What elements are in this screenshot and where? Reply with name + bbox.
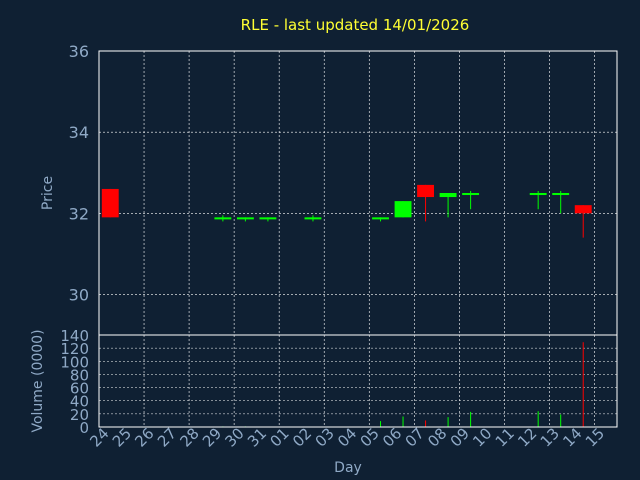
- price-y-ticks: 30 32 34 36: [69, 42, 89, 304]
- volume-tick-label: 20: [70, 406, 89, 424]
- candle-body: [372, 217, 389, 220]
- volume-tick-label: 0: [79, 419, 89, 437]
- chart-title: RLE - last updated 14/01/2026: [241, 16, 470, 34]
- price-tick-label: 32: [69, 204, 89, 223]
- x-axis-ticks: 2425262728293031010203040506070809101112…: [86, 424, 608, 450]
- candle-body: [304, 217, 322, 220]
- volume-axis-label: Volume (0000): [30, 329, 46, 432]
- candle-body: [101, 188, 119, 218]
- candle-body: [439, 193, 457, 198]
- volume-tick-label: 140: [60, 327, 89, 345]
- candlestick-series: [101, 184, 592, 238]
- price-tick-label: 30: [69, 285, 89, 304]
- candle-body: [214, 217, 232, 220]
- candle-body: [417, 184, 435, 198]
- volume-grid: [99, 334, 617, 428]
- candle-body: [574, 205, 592, 214]
- volume-tick-label: 100: [60, 353, 89, 371]
- x-axis-label: Day: [334, 460, 362, 476]
- volume-tick-label: 40: [70, 393, 89, 411]
- candle-body: [529, 193, 547, 196]
- volume-bar-series: [222, 342, 584, 427]
- price-tick-label: 34: [69, 123, 89, 142]
- candle-body: [259, 217, 277, 220]
- candle-body: [394, 201, 412, 218]
- candle-body: [552, 193, 570, 196]
- price-grid: [99, 50, 617, 335]
- volume-tick-label: 120: [60, 340, 89, 358]
- price-axis-label: Price: [40, 176, 56, 210]
- volume-plot-frame: [98, 334, 618, 428]
- candle-body: [236, 217, 254, 220]
- volume-tick-label: 60: [70, 380, 89, 398]
- x-tick-label: 15: [582, 424, 608, 450]
- volume-tick-label: 80: [70, 366, 89, 384]
- candle-body: [462, 193, 480, 196]
- price-tick-label: 36: [69, 42, 89, 61]
